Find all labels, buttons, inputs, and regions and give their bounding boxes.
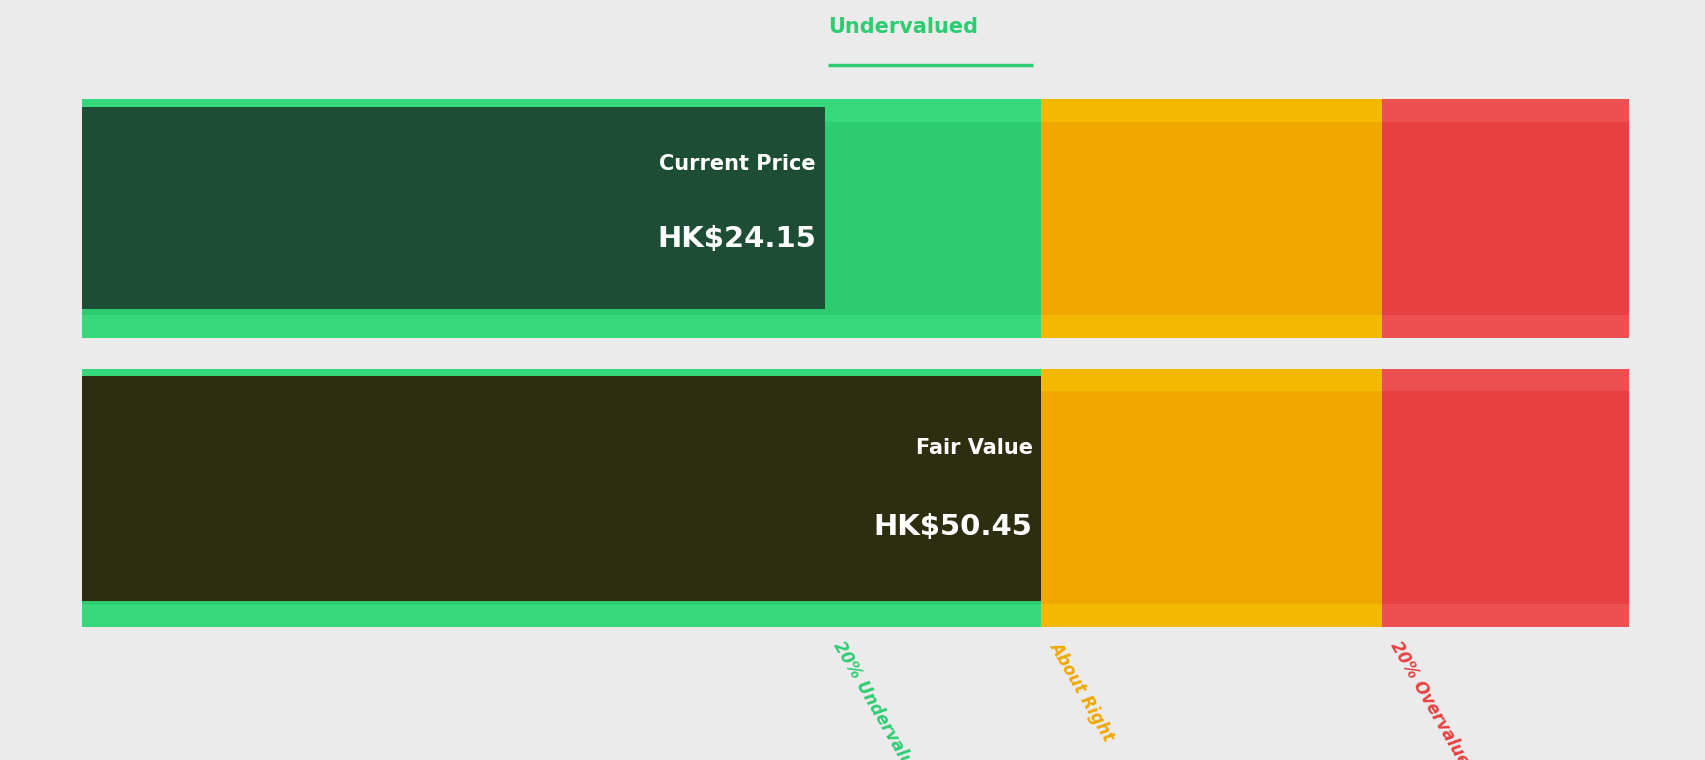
Bar xyxy=(1381,99,1628,338)
Bar xyxy=(824,604,1040,627)
Bar xyxy=(1381,99,1628,122)
Bar xyxy=(824,99,1040,338)
Text: About Right: About Right xyxy=(1045,638,1117,744)
Bar xyxy=(82,107,824,309)
Bar xyxy=(82,376,1040,601)
Text: Undervalued: Undervalued xyxy=(827,17,977,36)
Bar xyxy=(1040,369,1381,627)
Bar xyxy=(824,369,1040,627)
Bar xyxy=(82,604,824,627)
Text: HK$24.15: HK$24.15 xyxy=(656,225,815,253)
Bar xyxy=(1381,315,1628,338)
Text: Fair Value: Fair Value xyxy=(916,439,1032,458)
Bar xyxy=(824,99,1040,122)
Bar xyxy=(82,99,824,122)
Bar xyxy=(1040,604,1381,627)
Bar xyxy=(824,315,1040,338)
Bar xyxy=(82,369,824,627)
Bar xyxy=(1040,369,1381,391)
Text: 20% Overvalued: 20% Overvalued xyxy=(1386,638,1478,760)
Bar xyxy=(1381,369,1628,391)
Bar xyxy=(1040,99,1381,338)
Bar xyxy=(1381,604,1628,627)
Text: Current Price: Current Price xyxy=(660,154,815,174)
Bar xyxy=(82,369,824,391)
Bar xyxy=(1381,369,1628,627)
Bar xyxy=(824,369,1040,391)
Text: HK$50.45: HK$50.45 xyxy=(873,513,1032,541)
Text: 20% Undervalued: 20% Undervalued xyxy=(829,638,928,760)
Bar xyxy=(1040,99,1381,122)
Bar xyxy=(1040,315,1381,338)
Text: 52.1%: 52.1% xyxy=(827,0,963,8)
Bar xyxy=(82,315,824,338)
Bar xyxy=(82,99,824,338)
